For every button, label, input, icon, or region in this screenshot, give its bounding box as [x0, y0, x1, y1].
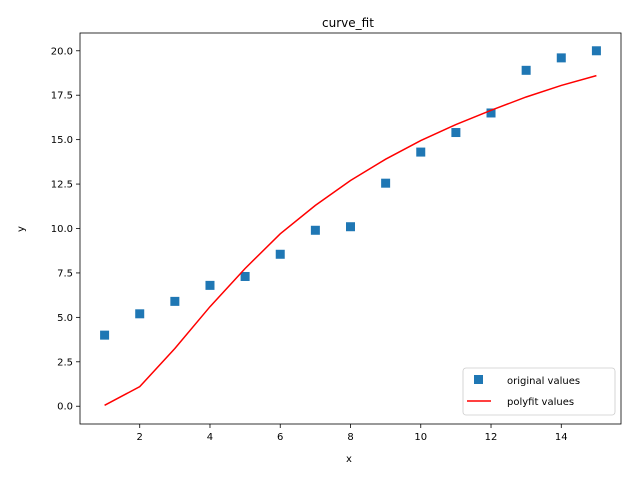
data-point-original-values [486, 108, 496, 118]
y-tick-label: 20.0 [51, 46, 73, 57]
data-point-original-values [451, 128, 461, 138]
x-tick-label: 8 [347, 432, 353, 443]
legend-marker-original-values [474, 375, 483, 384]
y-tick-label: 12.5 [51, 180, 73, 191]
data-point-original-values [310, 225, 320, 235]
data-point-original-values [521, 65, 531, 75]
legend-label-polyfit-values: polyfit values [507, 397, 574, 408]
x-tick-label: 10 [414, 432, 427, 443]
data-point-original-values [240, 271, 250, 281]
x-axis-label: x [346, 454, 352, 465]
series-layer [100, 46, 601, 407]
x-tick-label: 2 [137, 432, 143, 443]
x-tick-label: 4 [207, 432, 213, 443]
y-axis-label: y [16, 226, 27, 232]
data-point-original-values [170, 296, 180, 306]
y-tick-label: 15.0 [51, 135, 73, 146]
legend: original values polyfit values [462, 367, 616, 416]
chart-title: curve_fit [322, 16, 374, 30]
y-tick-label: 17.5 [51, 91, 73, 102]
y-tick-label: 7.5 [57, 268, 73, 279]
x-tick-label: 14 [555, 432, 568, 443]
y-tick-label: 0.0 [57, 402, 73, 413]
data-point-original-values [346, 222, 355, 232]
data-point-original-values [100, 330, 110, 340]
series-line-polyfit-values [104, 74, 597, 407]
data-point-original-values [275, 249, 285, 259]
x-tick-label: 6 [277, 432, 283, 443]
y-tick-label: 5.0 [57, 313, 73, 324]
x-tick-label: 12 [485, 432, 498, 443]
data-point-original-values [205, 280, 215, 290]
x-axis: 2 4 6 8 10 12 14 [137, 424, 568, 443]
data-point-original-values [556, 53, 566, 63]
data-point-original-values [381, 178, 391, 188]
data-point-original-values [416, 147, 426, 157]
y-tick-label: 2.5 [57, 357, 73, 368]
legend-box [462, 367, 616, 416]
data-point-original-values [135, 309, 145, 319]
legend-label-original-values: original values [507, 376, 580, 387]
data-point-original-values [591, 46, 601, 56]
y-tick-label: 10.0 [51, 224, 73, 235]
y-axis: 0.0 2.5 5.0 7.5 10.0 12.5 15.0 17.5 20.0 [51, 46, 80, 413]
